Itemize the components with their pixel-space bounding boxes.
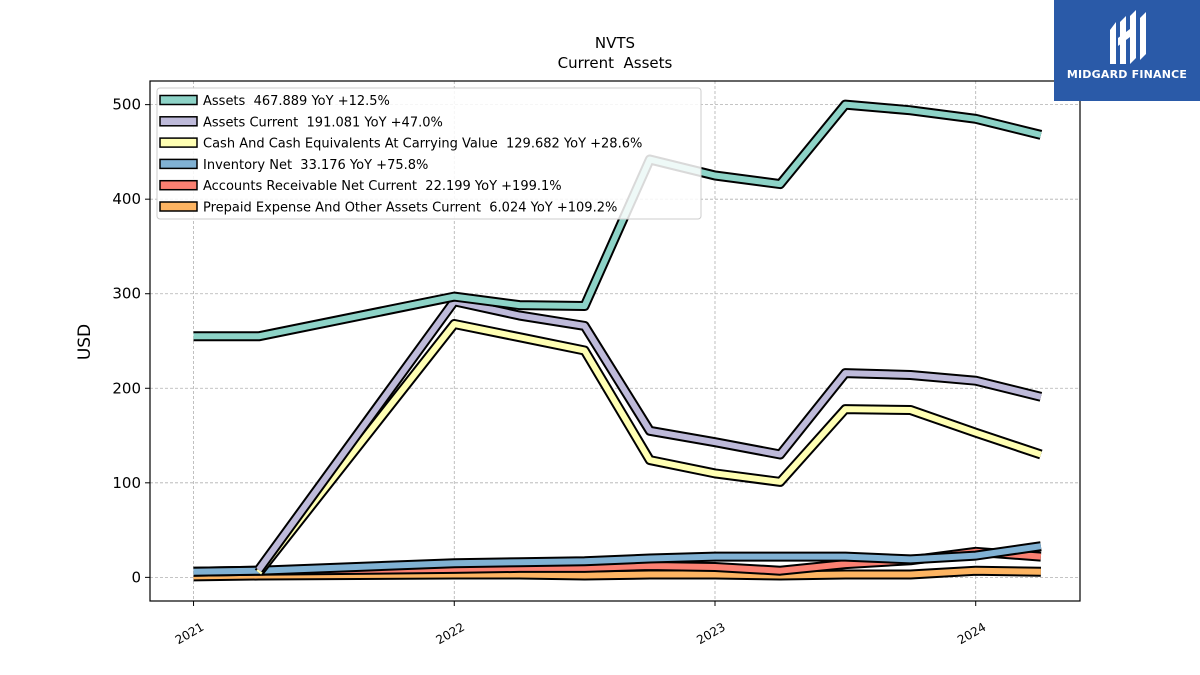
- y-tick-label: 500: [112, 96, 141, 114]
- series-outline-assets-current: [254, 296, 1043, 573]
- x-tick-label: 2021: [173, 620, 206, 647]
- legend-swatch: [159, 137, 198, 148]
- legend-swatch: [159, 158, 198, 170]
- midgard-logo-icon: [1110, 10, 1146, 64]
- y-tick-label: 100: [112, 474, 141, 492]
- x-tick-label: 2024: [955, 620, 988, 647]
- y-tick-label: 200: [112, 379, 141, 397]
- legend-label: Inventory Net 33.176 YoY +75.8%: [203, 158, 428, 173]
- series-outline-cash-and-cash-equivalents-at-carrying-value: [254, 319, 1043, 576]
- legend-swatch: [159, 116, 198, 127]
- legend-label: Assets Current 191.081 YoY +47.0%: [203, 115, 443, 130]
- series-line-cash-and-cash-equivalents-at-carrying-value: [256, 321, 1042, 575]
- series-line-prepaid-expense-and-other-assets-current: [193, 567, 1041, 580]
- logo-text: MIDGARD FINANCE: [1066, 68, 1188, 81]
- y-tick-label: 300: [112, 285, 141, 303]
- legend-label: Assets 467.889 YoY +12.5%: [203, 94, 390, 109]
- plot-frame: [149, 80, 1081, 602]
- chart-title: NVTS: [595, 34, 635, 52]
- legend: Assets 467.889 YoY +12.5% Assets Current …: [156, 87, 702, 220]
- legend-box: [156, 87, 702, 220]
- legend-label: Cash And Cash Equivalents At Carrying Va…: [203, 137, 642, 152]
- y-tick-label: 0: [131, 568, 141, 586]
- legend-label: Prepaid Expense And Other Assets Current…: [203, 201, 617, 216]
- legend-swatch: [159, 94, 198, 106]
- brand-logo: MIDGARD FINANCE: [1054, 0, 1200, 101]
- series-line-inventory-net: [193, 543, 1042, 575]
- legend-swatch: [159, 179, 198, 191]
- chart-subtitle: Current Assets: [558, 54, 673, 72]
- y-axis-label: USD: [75, 324, 95, 360]
- y-tick-label: 400: [112, 190, 141, 208]
- series-lines: [193, 99, 1043, 582]
- x-tick-label: 2022: [434, 620, 467, 647]
- x-tick-label: 2023: [694, 620, 727, 647]
- series-line-assets-current: [256, 298, 1042, 572]
- legend-label: Accounts Receivable Net Current 22.199 Y…: [203, 179, 562, 194]
- legend-swatch: [159, 201, 198, 212]
